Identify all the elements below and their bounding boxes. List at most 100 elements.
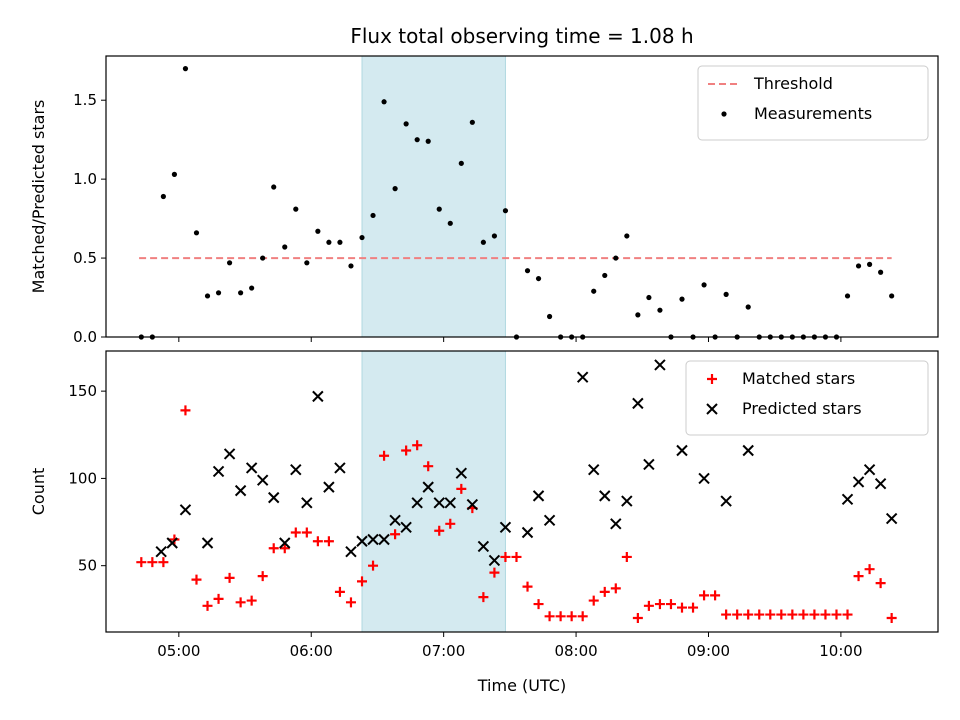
data-point: [469, 119, 475, 125]
data-point: [357, 576, 367, 587]
data-point: [238, 290, 244, 296]
data-point: [401, 445, 412, 456]
data-point: [841, 493, 854, 506]
data-point: [632, 613, 643, 624]
data-point: [588, 463, 600, 476]
data-point: [635, 312, 641, 318]
x-axis-label: Time (UTC): [477, 676, 566, 695]
data-point: [610, 583, 621, 594]
data-point: [544, 611, 555, 622]
data-point: [721, 609, 732, 620]
data-point: [798, 609, 809, 620]
data-point: [480, 239, 486, 245]
data-point: [433, 497, 445, 509]
data-point: [193, 230, 200, 236]
data-point: [855, 263, 862, 269]
data-point: [621, 551, 632, 562]
data-point: [723, 291, 729, 297]
count-panel: 50 100 150 Count 05:00 06:00 07:00 08:00 09:00 10…: [29, 350, 939, 695]
data-point: [268, 543, 279, 554]
data-point: [271, 184, 277, 190]
data-point: [246, 595, 257, 606]
data-point: [864, 564, 875, 575]
legend-box: [697, 65, 929, 141]
data-point: [368, 560, 379, 571]
data-point: [588, 595, 599, 606]
data-point: [256, 474, 269, 486]
data-point: [732, 609, 743, 620]
data-point: [657, 307, 663, 313]
data-point: [204, 293, 211, 299]
data-point: [359, 234, 365, 241]
x-tick-label: 05:00: [157, 642, 200, 660]
data-point: [323, 536, 334, 547]
data-point: [403, 121, 409, 127]
data-point: [345, 597, 356, 608]
y-tick-label: 0.5: [73, 249, 97, 267]
y-axis-label: Count: [29, 468, 48, 516]
data-point: [533, 599, 544, 610]
data-point: [257, 571, 268, 582]
data-point: [370, 212, 376, 219]
data-point: [389, 514, 401, 527]
data-point: [613, 255, 619, 261]
data-point: [455, 467, 468, 479]
data-point: [160, 193, 166, 200]
data-point: [610, 518, 622, 530]
data-point: [304, 260, 310, 266]
legend-swatch: [721, 111, 727, 117]
data-point: [535, 275, 542, 282]
data-point: [260, 255, 266, 261]
series-predicted-stars: [155, 359, 898, 567]
data-point: [875, 578, 886, 589]
data-point: [245, 462, 258, 474]
data-point: [425, 138, 431, 144]
legend-label: Threshold: [753, 74, 833, 93]
data-point: [348, 263, 354, 269]
data-point: [776, 609, 787, 620]
data-point: [543, 514, 556, 527]
data-point: [334, 586, 345, 597]
data-point: [677, 602, 687, 613]
data-point: [710, 590, 721, 601]
legend-label: Measurements: [754, 104, 872, 123]
y-tick-label: 1.0: [73, 170, 97, 188]
data-point: [136, 557, 147, 568]
data-point: [853, 571, 864, 582]
data-point: [155, 546, 167, 558]
data-point: [224, 572, 235, 583]
series-matched-stars: [136, 405, 897, 624]
data-point: [488, 554, 501, 567]
x-tick-label: 07:00: [422, 642, 465, 660]
data-point: [866, 261, 873, 267]
data-point: [743, 609, 754, 620]
data-point: [191, 574, 202, 585]
data-point: [522, 581, 533, 592]
data-point: [147, 557, 158, 568]
data-point: [423, 461, 434, 472]
x-tick-label: 06:00: [290, 642, 333, 660]
legend-box: [685, 360, 929, 436]
data-point: [521, 526, 534, 539]
data-point: [577, 611, 588, 622]
legend-label: Predicted stars: [742, 399, 862, 418]
data-point: [591, 288, 597, 294]
data-point: [842, 609, 853, 620]
data-point: [466, 498, 479, 511]
data-point: [566, 611, 577, 622]
data-point: [602, 272, 608, 279]
data-point: [502, 208, 509, 214]
data-point: [202, 600, 213, 611]
data-point: [434, 525, 445, 536]
data-point: [390, 529, 401, 540]
x-tick-label: 09:00: [687, 642, 730, 660]
legend: Matched stars Predicted stars: [685, 360, 929, 436]
data-point: [532, 490, 545, 502]
data-point: [478, 592, 489, 603]
data-point: [489, 567, 500, 578]
data-point: [414, 137, 420, 143]
data-point: [643, 458, 655, 471]
data-point: [171, 171, 178, 177]
data-point: [378, 533, 390, 546]
